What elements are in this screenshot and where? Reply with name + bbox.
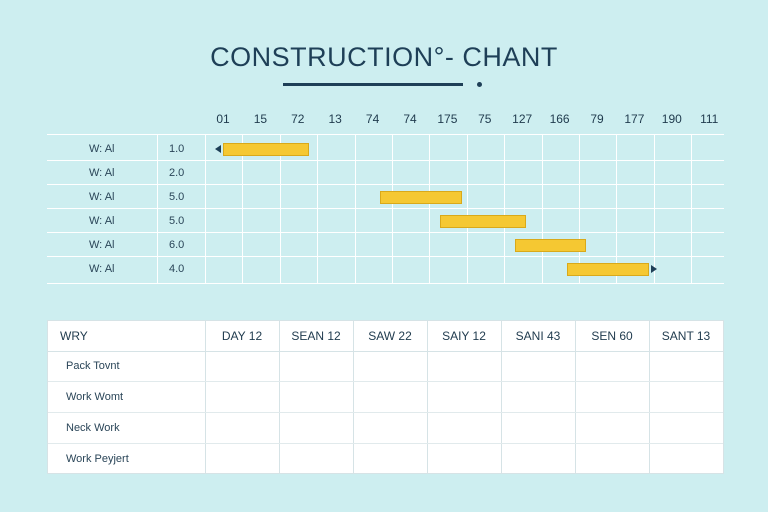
- timeline-tick: 127: [512, 112, 533, 126]
- table-row: Work Peyjert: [48, 444, 723, 475]
- grid-line: [541, 135, 543, 283]
- table-column-header: DAY 12: [221, 329, 263, 343]
- grid-line: [691, 135, 693, 283]
- table-column-header: SAIY 12: [442, 329, 486, 343]
- timeline-tick: 01: [216, 112, 230, 126]
- task-name: W: Al: [89, 167, 115, 179]
- timeline-tick: 75: [478, 112, 492, 126]
- table-row-label: Neck Work: [66, 422, 120, 434]
- grid-line: [616, 135, 618, 283]
- timeline-tick: 72: [291, 112, 305, 126]
- table-column-divider: [575, 321, 576, 473]
- grid-line: [429, 135, 431, 283]
- timeline-tick: 190: [661, 112, 682, 126]
- grid-line: [504, 135, 506, 283]
- table-row: Pack Tovnt: [48, 351, 723, 382]
- grid-line: [466, 135, 468, 283]
- grid-line: [317, 135, 319, 283]
- timeline-tick: 166: [549, 112, 570, 126]
- table-column-divider: [649, 321, 650, 473]
- grid-line: [157, 135, 158, 283]
- arrow-left-icon: [215, 145, 221, 153]
- grid-line: [354, 135, 356, 283]
- table-column-divider: [353, 321, 354, 473]
- table-row-label: Work Womt: [66, 391, 124, 403]
- task-name: W: Al: [89, 239, 115, 251]
- timeline-tick: 74: [403, 112, 417, 126]
- gantt-chart: W: Al 1.0 W: Al 2.0 W: Al 5.0 W: Al 5.0 W: Al 6.0…: [47, 134, 724, 284]
- task-bar: [514, 239, 586, 252]
- table-column-divider: [205, 321, 206, 473]
- title-dot: [477, 82, 482, 87]
- table-column-header: SAW 22: [368, 329, 412, 343]
- table-header-label: WRY: [60, 329, 88, 343]
- grid-line: [653, 135, 655, 283]
- task-bar: [223, 143, 310, 156]
- task-value: 4.0: [169, 263, 185, 275]
- grid-line: [392, 135, 393, 283]
- task-bar: [567, 263, 650, 276]
- timeline-tick: 15: [253, 112, 268, 126]
- table-row-label: Work Peyjert: [66, 453, 129, 465]
- task-value: 6.0: [169, 239, 185, 251]
- task-value: 2.0: [169, 167, 185, 179]
- table-column-divider: [501, 321, 502, 473]
- table-column-header: SANT 13: [661, 329, 711, 343]
- task-name: W: Al: [89, 263, 115, 275]
- task-value: 5.0: [169, 191, 185, 203]
- table-column-header: SEAN 12: [291, 329, 341, 343]
- gantt-row: W: Al 2.0: [47, 161, 724, 185]
- table-row: Neck Work: [48, 413, 723, 444]
- timeline-tick: 74: [365, 112, 380, 126]
- task-name: W: Al: [89, 143, 115, 155]
- timeline-tick: 175: [437, 112, 458, 126]
- gantt-row: W: Al 5.0: [47, 209, 724, 233]
- timeline-axis: 01 15 72 13 74 74 175 75 127 166 79 177 190 111: [0, 112, 768, 128]
- timeline-tick: 79: [590, 112, 604, 126]
- task-value: 1.0: [169, 143, 185, 155]
- task-bar: [439, 215, 526, 228]
- gantt-row: W: Al 6.0: [47, 233, 724, 257]
- timeline-tick: 13: [328, 112, 342, 126]
- timeline-tick: 111: [700, 112, 719, 126]
- task-name: W: Al: [89, 215, 115, 227]
- task-name: W: Al: [89, 191, 115, 203]
- table-column-divider: [427, 321, 428, 473]
- gantt-row: W: Al 4.0: [47, 257, 724, 281]
- timeline-tick: 177: [624, 112, 645, 126]
- task-bar: [380, 191, 463, 204]
- chart-title: CONSTRUCTION°- CHANT: [210, 42, 558, 72]
- schedule-table: WRY DAY 12 SEAN 12 SAW 22 SAIY 12 SANI 43 SEN …: [47, 320, 724, 474]
- arrow-right-icon: [651, 265, 658, 273]
- table-header: WRY DAY 12 SEAN 12 SAW 22 SAIY 12 SANI 43 SEN …: [48, 321, 723, 352]
- table-column-header: SANI 43: [515, 329, 561, 343]
- grid-line: [205, 135, 206, 283]
- table-row: Work Womt: [48, 382, 723, 413]
- grid-line: [579, 135, 580, 283]
- task-value: 5.0: [169, 215, 185, 227]
- gantt-row: W: Al 1.0: [47, 137, 724, 161]
- table-row-label: Pack Tovnt: [66, 360, 120, 372]
- gantt-row: W: Al 5.0: [47, 185, 724, 209]
- grid-line: [242, 135, 244, 283]
- table-column-header: SEN 60: [591, 329, 633, 343]
- table-column-divider: [279, 321, 280, 473]
- title-underline: [283, 83, 463, 86]
- grid-line: [279, 135, 281, 283]
